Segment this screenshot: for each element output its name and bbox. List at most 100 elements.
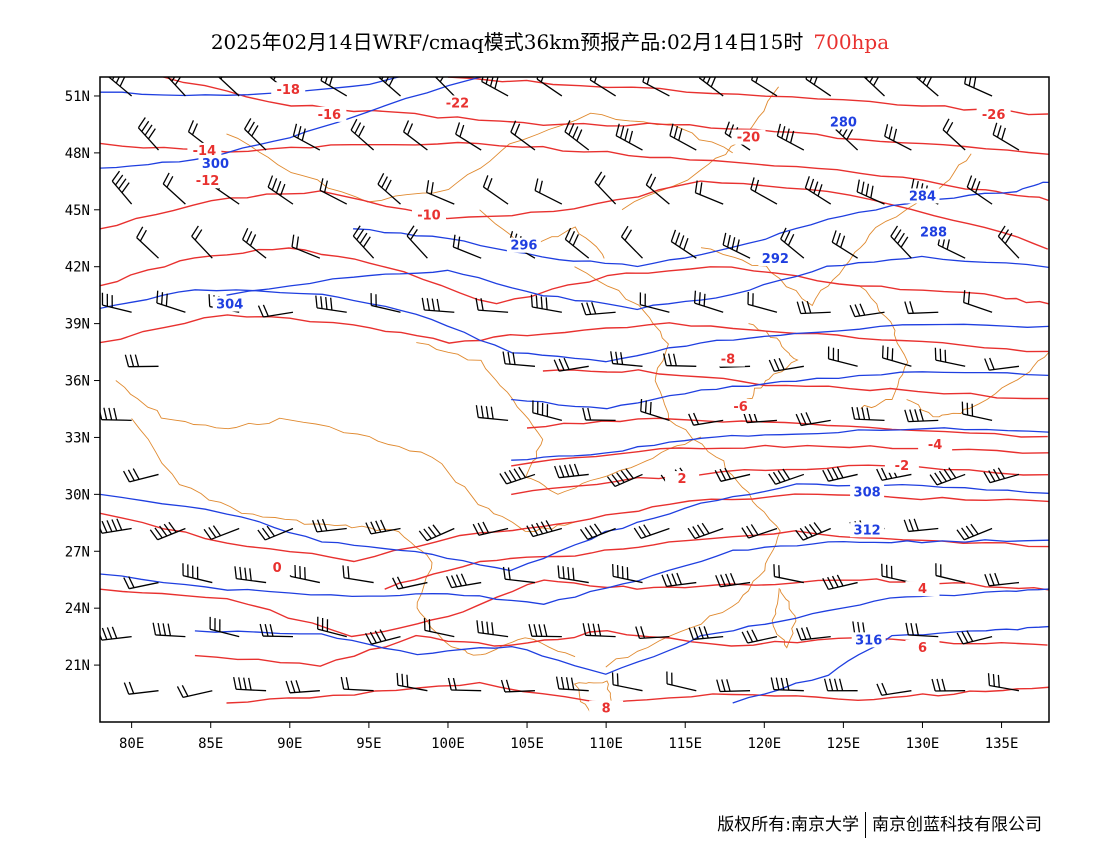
wind-barb — [589, 77, 616, 97]
wind-barb — [611, 672, 643, 692]
wind-barb — [741, 629, 778, 644]
wind-barb — [997, 225, 1020, 259]
temperature-contour-label: -10 — [417, 208, 441, 223]
wind-barb — [100, 407, 132, 422]
wind-barb — [796, 301, 831, 315]
wind-barb — [983, 467, 1020, 484]
wind-barb — [694, 180, 724, 205]
temperature-contour-label: -6 — [733, 400, 747, 415]
temperature-contour-label-bg — [260, 560, 295, 576]
wind-barb — [557, 565, 589, 584]
wind-barb — [822, 466, 858, 482]
wind-barb — [402, 120, 428, 151]
temperature-contour-label-bg — [918, 436, 953, 452]
wind-barb — [107, 77, 133, 97]
pressure-level: 700hpa — [813, 30, 890, 54]
wind-barb — [984, 572, 1020, 587]
wind-barb — [418, 524, 455, 542]
wind-barb — [966, 175, 993, 205]
wind-barb — [455, 122, 482, 151]
wind-barb — [536, 77, 563, 97]
temperature-isotherm — [100, 314, 1049, 353]
wind-barb — [233, 677, 267, 692]
wind-barb — [528, 624, 562, 638]
height-contour-label-bg — [506, 237, 541, 253]
wind-barb — [100, 626, 132, 641]
temperature-contour-label: -12 — [196, 174, 220, 189]
wind-barb — [216, 77, 240, 97]
copyright-footer: 版权所有:南京大学 南京创蓝科技有限公司 — [717, 810, 1042, 838]
temperature-isotherm — [100, 247, 1049, 305]
temperature-contour-label: 2 — [678, 472, 687, 487]
wind-barb — [311, 518, 347, 533]
wind-barb — [482, 175, 509, 205]
height-contour-label: 284 — [909, 189, 936, 204]
wind-barb — [722, 232, 751, 259]
wind-barb — [342, 565, 374, 584]
wind-barb — [768, 358, 804, 372]
wind-barb — [639, 292, 670, 313]
temperature-contour-label: 4 — [918, 582, 927, 597]
lat-tick-label: 30N — [65, 487, 90, 503]
contour-labels: -26-22-20-18-16-14-12-10-8-6-4-202468280… — [187, 82, 1011, 717]
temperature-contours — [100, 77, 1049, 704]
height-contour — [226, 255, 1049, 311]
wind-barb — [510, 120, 536, 151]
wind-barb — [259, 623, 293, 638]
height-contour — [100, 289, 1049, 363]
height-contour-label-bg — [198, 156, 233, 172]
temperature-contour-label-bg — [312, 106, 347, 122]
wind-barb — [137, 117, 160, 151]
wind-barb — [633, 524, 670, 539]
temperature-contour-label-bg — [271, 82, 306, 98]
wind-barb — [795, 412, 831, 427]
height-contour-label-bg — [758, 251, 793, 267]
lat-tick-label: 42N — [65, 260, 90, 276]
wind-barb — [881, 563, 912, 584]
wind-barb — [768, 468, 805, 485]
boundary-line — [906, 351, 1049, 418]
wind-barb — [582, 407, 616, 422]
wind-barb — [564, 120, 590, 151]
wind-barb — [285, 680, 320, 694]
temperature-isotherm — [511, 444, 1049, 467]
wind-barb — [164, 77, 186, 97]
temperature-contour-label-bg — [723, 398, 758, 414]
temperature-isotherm — [384, 530, 1049, 590]
wind-barb — [714, 467, 751, 482]
map-title: 2025年02月14日WRF/cmaq模式36km预报产品:02月14日15时 7… — [0, 26, 1100, 55]
temperature-isotherm — [511, 464, 1049, 496]
wind-barb — [452, 234, 482, 259]
wind-barb — [615, 123, 643, 151]
wind-barb — [136, 226, 159, 259]
height-contour-label-bg — [850, 484, 885, 500]
wind-barb — [315, 295, 347, 313]
wind-barb — [421, 297, 455, 313]
height-contour-label: 288 — [920, 225, 947, 240]
height-contours — [100, 77, 1049, 704]
temperature-contour-label-bg — [589, 700, 624, 716]
wind-barb — [594, 171, 617, 205]
wind-barb — [881, 345, 912, 367]
wind-barb — [377, 173, 401, 205]
footer-divider — [865, 812, 866, 838]
wind-barb — [963, 290, 993, 313]
wind-barb — [992, 122, 1020, 151]
wind-barb — [750, 77, 778, 97]
lat-tick-label: 36N — [65, 374, 90, 390]
wind-barb — [904, 301, 939, 315]
wind-barb — [666, 671, 697, 692]
wind-barb — [122, 468, 159, 483]
height-contour — [732, 625, 1049, 704]
wind-barb — [831, 230, 858, 259]
temperature-contour-label-bg — [905, 639, 940, 655]
wind-barb — [481, 77, 509, 97]
boundary-line — [746, 323, 799, 400]
temperature-isotherm — [100, 493, 1049, 563]
temperature-isotherm — [163, 77, 1049, 156]
wind-barb — [934, 347, 966, 367]
boundary-line — [479, 209, 605, 259]
wind-barb — [319, 178, 348, 205]
wind-barb — [670, 229, 697, 259]
